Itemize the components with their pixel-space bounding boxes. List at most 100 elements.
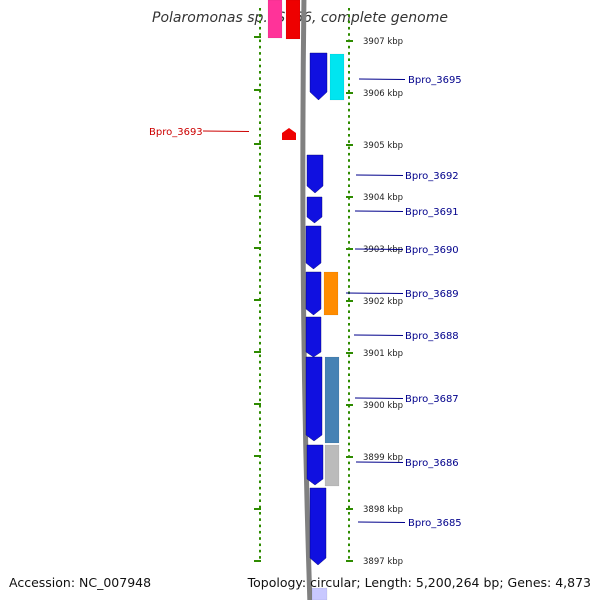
inner-tick-dot: [348, 505, 350, 509]
outer-tick-dot: [259, 316, 261, 320]
outer-tick-dot: [259, 461, 261, 465]
outer-tick-dot: [259, 203, 261, 206]
gene-label-bpro-3688[interactable]: Bpro_3688: [405, 331, 459, 342]
outer-tick-dot: [259, 190, 261, 194]
outer-tick-dot: [259, 146, 261, 150]
scale-major-tick: [346, 40, 353, 42]
outer-tick-dot: [259, 524, 261, 528]
inner-tick-dot: [348, 304, 350, 307]
scale-major-tick: [346, 196, 353, 198]
outer-tick-dot: [259, 348, 261, 351]
steel-gene[interactable]: [324, 356, 340, 444]
outer-major-tick: [254, 299, 261, 301]
gene-label-leader: [357, 521, 406, 523]
outer-tick-dot: [259, 379, 261, 383]
inner-tick-dot: [348, 171, 350, 175]
gene-bpro-3687[interactable]: [305, 356, 323, 442]
gene-bpro-3690[interactable]: [305, 225, 322, 270]
scale-label: 3906 kbp: [363, 89, 403, 99]
outer-tick-dot: [259, 89, 261, 93]
gene-label-bpro-3691[interactable]: Bpro_3691: [405, 207, 459, 218]
inner-tick-dot: [348, 77, 350, 80]
outer-tick-dot: [259, 549, 261, 553]
gene-bpro-3689[interactable]: [305, 271, 322, 316]
inner-tick-dot: [348, 518, 350, 521]
gene-label-leader: [354, 210, 404, 212]
outer-tick-dot: [259, 493, 261, 496]
outer-tick-dot: [259, 310, 261, 313]
gene-label-bpro-3692[interactable]: Bpro_3692: [405, 171, 459, 182]
gene-label-bpro-3689[interactable]: Bpro_3689: [405, 289, 459, 300]
red-gene[interactable]: [285, 0, 301, 40]
outer-major-tick: [254, 143, 261, 145]
outer-tick-dot: [259, 8, 261, 11]
gene-bpro-3691[interactable]: [306, 196, 323, 224]
gene-label-bpro-3687[interactable]: Bpro_3687: [405, 394, 459, 405]
gene-label-bpro-3686[interactable]: Bpro_3686: [405, 458, 459, 469]
outer-tick-dot: [259, 436, 261, 439]
gene-bpro-3693[interactable]: [282, 128, 296, 140]
inner-tick-dot: [348, 411, 350, 414]
inner-tick-dot: [348, 241, 350, 244]
inner-tick-dot: [348, 209, 350, 213]
inner-tick-dot: [348, 512, 350, 515]
outer-tick-dot: [259, 159, 261, 162]
gene-label-bpro-3690[interactable]: Bpro_3690: [405, 245, 459, 256]
outer-major-tick: [254, 195, 261, 197]
outer-major-tick: [254, 508, 261, 510]
inner-tick-dot: [348, 493, 350, 496]
outer-tick-dot: [259, 209, 261, 213]
outer-tick-dot: [259, 260, 261, 263]
gene-bpro-3685[interactable]: [309, 487, 327, 566]
partial-gene-bottom[interactable]: [311, 587, 328, 600]
gene-label-bpro-3695[interactable]: Bpro_3695: [408, 75, 462, 86]
outer-tick-dot: [259, 241, 261, 244]
gene-bpro-3688[interactable]: [305, 316, 322, 358]
inner-tick-dot: [348, 222, 350, 225]
outer-tick-dot: [259, 96, 261, 99]
outer-tick-dot: [259, 222, 261, 225]
outer-tick-dot: [259, 474, 261, 477]
scale-major-tick: [346, 248, 353, 250]
inner-tick-dot: [348, 449, 350, 452]
inner-tick-dot: [348, 266, 350, 269]
outer-tick-dot: [259, 234, 261, 238]
inner-tick-dot: [348, 8, 350, 11]
inner-tick-dot: [348, 278, 350, 282]
inner-tick-dot: [348, 108, 350, 112]
scale-label: 3899 kbp: [363, 453, 403, 463]
gene-label-bpro-3693[interactable]: Bpro_3693: [149, 127, 203, 138]
outer-tick-dot: [259, 127, 261, 131]
inner-tick-dot: [348, 165, 350, 169]
outer-tick-dot: [259, 556, 261, 559]
outer-tick-dot: [259, 215, 261, 219]
cyan-gene[interactable]: [329, 53, 345, 101]
inner-tick-dot: [348, 360, 350, 364]
outer-tick-dot: [259, 449, 261, 452]
pink-gene[interactable]: [267, 0, 283, 39]
inner-tick-dot: [348, 89, 350, 93]
orange-gene[interactable]: [323, 271, 339, 316]
gene-label-leader: [354, 248, 404, 250]
outer-tick-dot: [259, 398, 261, 402]
gene-label-leader: [354, 397, 404, 399]
outer-tick-dot: [259, 530, 261, 534]
inner-tick-dot: [348, 373, 350, 376]
inner-tick-dot: [348, 436, 350, 439]
outer-tick-dot: [259, 77, 261, 80]
outer-tick-dot: [259, 341, 261, 345]
gene-label-bpro-3685[interactable]: Bpro_3685: [408, 518, 462, 529]
outer-tick-dot: [259, 373, 261, 376]
outer-major-tick: [254, 36, 261, 38]
gene-bpro-3686[interactable]: [306, 444, 324, 486]
inner-tick-dot: [348, 524, 350, 528]
outer-tick-dot: [259, 423, 261, 427]
outer-major-tick: [254, 403, 261, 405]
gene-bpro-3695[interactable]: [309, 52, 328, 101]
outer-major-tick: [254, 247, 261, 249]
gene-bpro-3692[interactable]: [306, 154, 324, 194]
inner-tick-dot: [348, 329, 350, 332]
gray-gene[interactable]: [324, 444, 340, 487]
inner-tick-dot: [348, 499, 350, 502]
gene-label-layer: Bpro_3695 Bpro_3693 Bpro_3692 Bpro_3691 Bpro…: [149, 75, 462, 529]
